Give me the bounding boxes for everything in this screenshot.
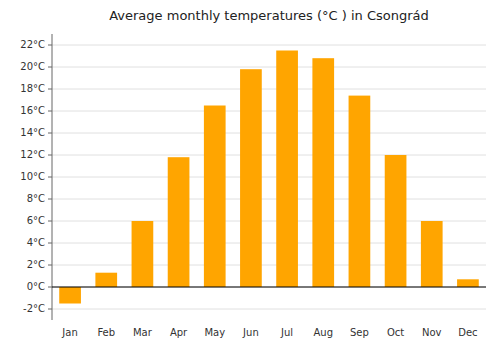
- y-tick: [48, 265, 52, 266]
- zero-line: [52, 286, 486, 287]
- y-tick: [48, 67, 52, 68]
- y-tick: [48, 111, 52, 112]
- x-tick-label: Jun: [242, 327, 259, 338]
- y-tick: [48, 243, 52, 244]
- grid: [52, 45, 486, 309]
- bar: [59, 287, 81, 304]
- grid-line: [52, 287, 486, 288]
- y-tick-label: 12°C: [20, 149, 45, 160]
- grid-line: [52, 89, 486, 90]
- y-tick-label: -2°C: [23, 303, 45, 314]
- y-tick: [48, 45, 52, 46]
- bar: [312, 58, 334, 287]
- chart-container: Average monthly temperatures (°C ) in Cs…: [0, 0, 500, 350]
- x-tick-label: Oct: [387, 327, 404, 338]
- y-tick-label: 14°C: [20, 127, 45, 138]
- x-tick-label: Mar: [133, 327, 153, 338]
- x-tick-label: Jan: [61, 327, 77, 338]
- grid-line: [52, 133, 486, 134]
- title: Average monthly temperatures (°C ) in Cs…: [109, 8, 429, 23]
- grid-line: [52, 45, 486, 46]
- y-tick-label: 4°C: [27, 237, 45, 248]
- y-axis-line: [52, 34, 53, 320]
- y-tick: [48, 177, 52, 178]
- y-tick: [48, 221, 52, 222]
- x-axis: Jan Feb Mar Apr May Jun Jul Aug Sep Oct Nov Dec: [61, 327, 477, 338]
- x-tick-label: Jul: [280, 327, 293, 338]
- y-tick-label: 22°C: [20, 39, 45, 50]
- y-tick: [48, 199, 52, 200]
- y-tick-label: 2°C: [27, 259, 45, 270]
- x-tick-label: May: [204, 327, 225, 338]
- bar: [240, 69, 262, 287]
- grid-line: [52, 199, 486, 200]
- y-tick-label: 20°C: [20, 61, 45, 72]
- y-tick: [48, 133, 52, 134]
- grid-line: [52, 111, 486, 112]
- x-tick-label: Nov: [422, 327, 442, 338]
- bar: [95, 273, 117, 287]
- bar: [421, 221, 443, 287]
- x-tick-label: Apr: [170, 327, 188, 338]
- chart: Average monthly temperatures (°C ) in Cs…: [0, 0, 500, 350]
- bar: [132, 221, 154, 287]
- y-tick-label: 18°C: [20, 83, 45, 94]
- y-tick: [48, 287, 52, 288]
- x-tick-label: Aug: [313, 327, 333, 338]
- grid-line: [52, 177, 486, 178]
- bar: [168, 157, 190, 287]
- bar: [204, 106, 226, 288]
- y-tick: [48, 155, 52, 156]
- x-tick-label: Dec: [458, 327, 477, 338]
- x-tick-label: Sep: [350, 327, 369, 338]
- x-tick-label: Feb: [97, 327, 115, 338]
- y-tick: [48, 89, 52, 90]
- grid-line: [52, 309, 486, 310]
- y-tick: [48, 309, 52, 310]
- grid-line: [52, 67, 486, 68]
- y-tick-label: 16°C: [20, 105, 45, 116]
- y-tick-label: 0°C: [27, 281, 45, 292]
- y-axis: -2°C 0°C 2°C 4°C 6°C 8°C 10°C 12°C 14°C 16°C 18°C 2…: [20, 34, 52, 320]
- bar: [349, 96, 371, 287]
- bar: [276, 51, 298, 288]
- y-tick-label: 6°C: [27, 215, 45, 226]
- bar: [457, 279, 479, 287]
- bars: [59, 51, 479, 304]
- grid-line: [52, 155, 486, 156]
- bar: [385, 155, 407, 287]
- y-tick-label: 8°C: [27, 193, 45, 204]
- y-tick-label: 10°C: [20, 171, 45, 182]
